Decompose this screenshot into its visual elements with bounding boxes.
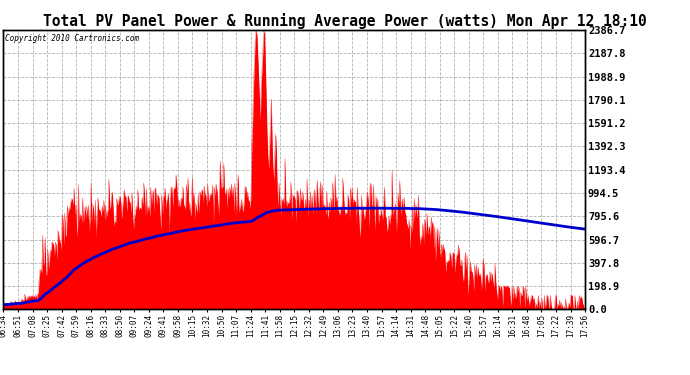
Text: Total PV Panel Power & Running Average Power (watts) Mon Apr 12 18:10: Total PV Panel Power & Running Average P… [43,13,647,29]
Text: Copyright 2010 Cartronics.com: Copyright 2010 Cartronics.com [6,34,139,43]
